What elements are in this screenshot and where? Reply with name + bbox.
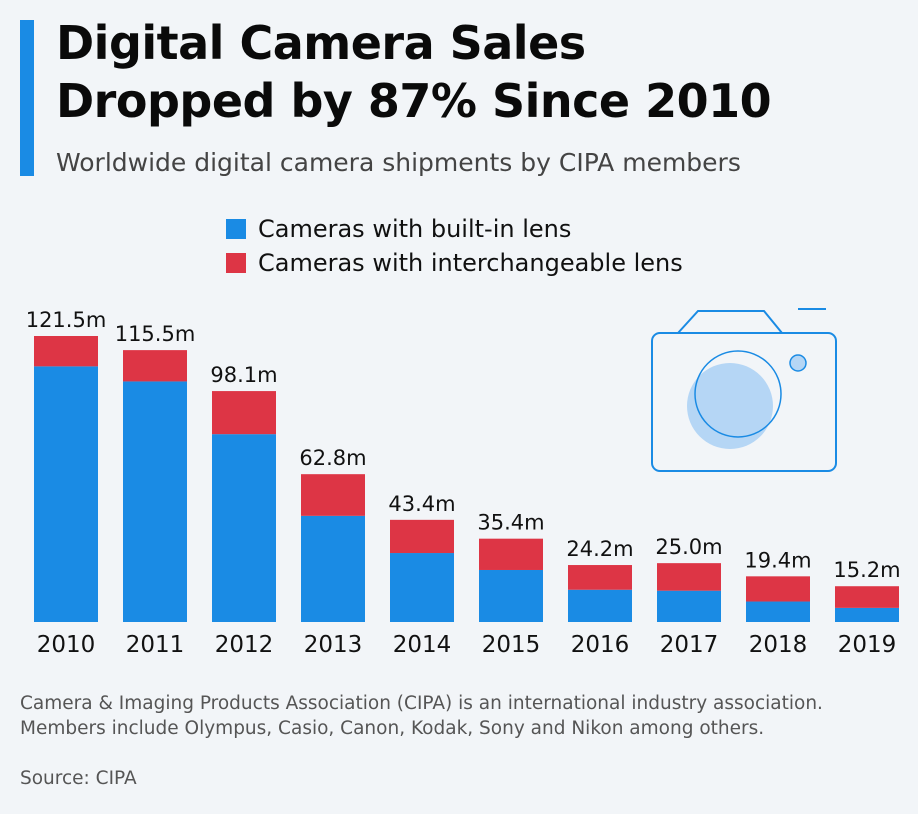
footnote: Camera & Imaging Products Association (C… xyxy=(20,693,823,739)
bar-built-in xyxy=(123,381,187,622)
x-tick-label: 2019 xyxy=(838,632,897,658)
bar-interchangeable xyxy=(212,391,276,435)
chart-subtitle: Worldwide digital camera shipments by CI… xyxy=(56,148,741,177)
legend-item-built-in: Cameras with built-in lens xyxy=(226,212,683,246)
bar-built-in xyxy=(390,553,454,622)
x-tick-label: 2012 xyxy=(215,632,274,658)
total-label: 98.1m xyxy=(210,363,277,387)
x-tick-label: 2017 xyxy=(660,632,719,658)
bar-built-in xyxy=(657,590,721,622)
legend: Cameras with built-in lens Cameras with … xyxy=(226,212,683,280)
total-label: 25.0m xyxy=(655,535,722,559)
bar-built-in xyxy=(479,569,543,622)
bar-chart: 121.5m 2010 115.5m 2011 98.1m 2012 62.8m 2013 43… xyxy=(26,308,901,658)
bar-built-in xyxy=(212,434,276,622)
total-label: 24.2m xyxy=(566,537,633,561)
legend-swatch-built-in xyxy=(226,219,246,239)
total-label: 15.2m xyxy=(833,558,900,582)
bar-interchangeable xyxy=(657,563,721,591)
total-label: 19.4m xyxy=(744,548,811,572)
x-tick-label: 2010 xyxy=(37,632,96,658)
bar-interchangeable xyxy=(34,336,98,367)
bar-interchangeable xyxy=(835,586,899,608)
x-tick-label: 2015 xyxy=(482,632,541,658)
legend-label-interchangeable: Cameras with interchangeable lens xyxy=(258,249,683,277)
bar-interchangeable xyxy=(123,350,187,382)
bar-interchangeable xyxy=(746,576,810,602)
source-label: Source: CIPA xyxy=(20,768,137,789)
legend-swatch-interchangeable xyxy=(226,253,246,273)
total-label: 115.5m xyxy=(115,322,196,346)
legend-item-interchangeable: Cameras with interchangeable lens xyxy=(226,246,683,280)
x-tick-label: 2016 xyxy=(571,632,630,658)
legend-label-built-in: Cameras with built-in lens xyxy=(258,215,572,243)
bar-built-in xyxy=(301,515,365,622)
total-label: 35.4m xyxy=(477,511,544,535)
accent-bar xyxy=(20,20,34,176)
bar-built-in xyxy=(568,589,632,622)
camera-icon xyxy=(651,308,837,472)
bar-built-in xyxy=(835,607,899,622)
bar-built-in xyxy=(34,366,98,622)
bar-interchangeable xyxy=(301,474,365,516)
bar-interchangeable xyxy=(390,519,454,554)
x-tick-label: 2013 xyxy=(304,632,363,658)
total-label: 121.5m xyxy=(26,308,107,332)
chart-title: Digital Camera Sales Dropped by 87% Sinc… xyxy=(56,16,772,128)
x-tick-label: 2011 xyxy=(126,632,185,658)
x-tick-label: 2014 xyxy=(393,632,452,658)
bar-built-in xyxy=(746,601,810,622)
total-label: 62.8m xyxy=(299,446,366,470)
bar-interchangeable xyxy=(568,565,632,590)
bar-interchangeable xyxy=(479,538,543,570)
total-label: 43.4m xyxy=(388,492,455,516)
x-tick-label: 2018 xyxy=(749,632,808,658)
